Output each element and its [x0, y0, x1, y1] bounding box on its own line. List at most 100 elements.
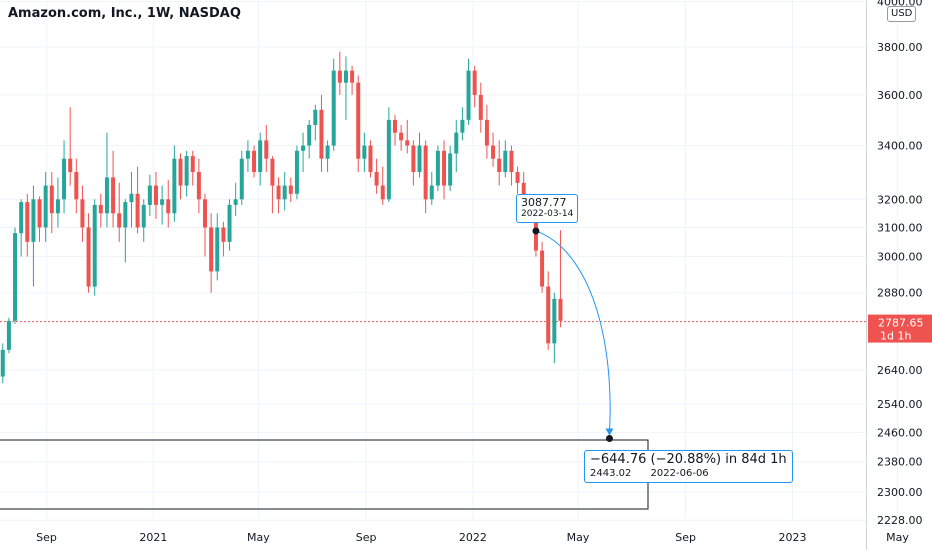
candle — [245, 140, 250, 173]
candle-body — [325, 145, 330, 159]
candle-body — [209, 227, 214, 272]
candle — [13, 227, 18, 325]
y-tick-label: 3800.00 — [877, 41, 923, 54]
candle — [233, 182, 238, 217]
candle — [503, 140, 508, 178]
candle-body — [521, 182, 526, 200]
candle-body — [74, 172, 79, 200]
candle — [435, 145, 440, 192]
projection-end-label[interactable]: −644.76 (−20.88%) in 84d 1h 2443.02 2022… — [584, 450, 793, 483]
candle — [307, 119, 312, 159]
candle — [0, 343, 5, 384]
candle-body — [19, 202, 24, 234]
candle-body — [386, 119, 391, 200]
candle-body — [80, 199, 85, 228]
candle — [362, 132, 367, 173]
y-tick-label: 2460.00 — [877, 426, 923, 439]
candle-body — [227, 204, 232, 242]
y-tick-label: 2300.00 — [877, 486, 923, 499]
candle — [429, 172, 434, 205]
candle-body — [264, 140, 269, 159]
x-tick-label: May — [567, 531, 590, 544]
candle-body — [405, 140, 410, 146]
candle-body — [111, 177, 116, 214]
candle-body — [478, 94, 483, 120]
candle-body — [368, 145, 373, 173]
candle — [190, 150, 195, 186]
candle-body — [270, 158, 275, 186]
candle-body — [190, 156, 195, 173]
y-tick-label: 2880.00 — [877, 287, 923, 300]
candle — [203, 193, 208, 257]
candle-body — [0, 349, 5, 377]
candle-body — [399, 132, 404, 141]
last-price-badge: 2787.65 1d 1h — [868, 314, 932, 343]
candle-body — [172, 158, 177, 214]
x-tick-label: 2022 — [459, 531, 487, 544]
candle — [478, 82, 483, 133]
candle — [460, 107, 465, 141]
candle — [294, 145, 299, 200]
candle — [111, 150, 116, 228]
candle-body — [13, 233, 18, 321]
candle — [80, 185, 85, 242]
projection-start-label[interactable]: 3087.77 2022-03-14 — [516, 194, 579, 223]
candle — [19, 199, 24, 257]
candle-body — [203, 199, 208, 228]
candle-body — [429, 185, 434, 200]
candle — [313, 104, 318, 141]
candle-body — [92, 204, 97, 287]
candle-body — [31, 199, 36, 242]
candle-body — [245, 150, 250, 159]
candle — [411, 140, 416, 186]
y-tick-label: 2640.00 — [877, 364, 923, 377]
candle — [282, 172, 287, 211]
candle-body — [43, 185, 48, 228]
projection-box-layer — [0, 439, 649, 510]
candle-body — [37, 199, 42, 228]
currency-badge[interactable]: USD — [887, 6, 917, 22]
grid-layer — [0, 0, 899, 521]
candle — [178, 153, 183, 200]
candle — [356, 75, 361, 173]
end-value: 2443.02 — [590, 468, 632, 479]
candle — [368, 140, 373, 178]
candle — [25, 193, 30, 257]
candle — [153, 172, 158, 219]
candle — [43, 172, 48, 242]
candle-body — [252, 150, 257, 173]
candle — [172, 145, 177, 222]
candle-body — [313, 109, 318, 125]
candle-body — [276, 185, 281, 200]
y-tick-label: 2380.00 — [877, 456, 923, 469]
candle — [55, 177, 60, 228]
candle-body — [484, 119, 489, 146]
start-date: 2022-03-14 — [521, 209, 574, 219]
candle — [160, 185, 165, 225]
candle — [129, 172, 134, 228]
candle — [337, 51, 342, 95]
candle — [540, 241, 545, 293]
candle-body — [454, 132, 459, 154]
candle-body — [460, 119, 465, 133]
candle-body — [62, 158, 67, 200]
candle — [497, 140, 502, 186]
candle — [380, 166, 385, 205]
candle — [74, 158, 79, 214]
last-price-value: 2787.65 — [878, 317, 924, 330]
annotation-layer — [532, 227, 614, 443]
y-tick-label: 3600.00 — [877, 89, 923, 102]
candle-body — [503, 150, 508, 173]
candle-body — [6, 320, 11, 350]
candle-body — [319, 109, 324, 159]
candle — [374, 158, 379, 194]
candle-body — [362, 145, 367, 159]
candle — [196, 158, 201, 214]
candle — [258, 132, 263, 186]
candle — [491, 132, 496, 167]
candle-body — [337, 70, 342, 83]
candle — [184, 150, 189, 197]
candle-body — [466, 70, 471, 120]
